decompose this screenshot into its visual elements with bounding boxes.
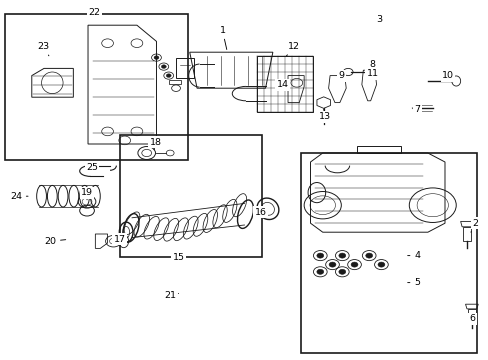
Text: 9: 9	[338, 71, 344, 80]
Text: 25: 25	[86, 163, 98, 172]
Text: 13: 13	[319, 109, 330, 121]
Bar	[462, 227, 470, 241]
Ellipse shape	[154, 56, 159, 59]
Text: 11: 11	[366, 69, 378, 78]
Text: 23: 23	[37, 42, 49, 56]
Text: 21: 21	[164, 291, 178, 300]
Text: 5: 5	[407, 278, 419, 287]
Text: 18: 18	[149, 138, 161, 150]
Text: 7: 7	[411, 105, 419, 114]
Ellipse shape	[377, 262, 384, 267]
Ellipse shape	[350, 262, 357, 267]
Text: 14: 14	[276, 80, 288, 89]
Text: 20: 20	[44, 237, 65, 246]
Text: 15: 15	[172, 253, 184, 262]
Ellipse shape	[316, 253, 323, 258]
Ellipse shape	[316, 269, 323, 274]
Text: 1: 1	[219, 26, 226, 49]
Text: 19: 19	[81, 188, 93, 200]
Text: 10: 10	[441, 71, 453, 80]
Text: 3: 3	[375, 15, 381, 24]
Bar	[168, 80, 181, 84]
Ellipse shape	[166, 74, 171, 77]
Bar	[176, 58, 193, 78]
Text: 22: 22	[88, 8, 100, 17]
Bar	[5, 14, 188, 160]
Text: 2: 2	[470, 219, 477, 232]
Text: 8: 8	[365, 60, 374, 72]
Bar	[467, 309, 475, 320]
Ellipse shape	[161, 65, 166, 68]
Ellipse shape	[328, 262, 335, 267]
Ellipse shape	[338, 253, 345, 258]
Bar	[300, 153, 476, 353]
Text: 16: 16	[254, 208, 266, 217]
Text: 4: 4	[407, 251, 419, 260]
Ellipse shape	[338, 269, 345, 274]
Bar	[120, 135, 261, 257]
Text: 17: 17	[114, 233, 125, 244]
Text: 6: 6	[469, 314, 475, 323]
Text: 24: 24	[10, 192, 28, 201]
Text: 12: 12	[286, 42, 300, 56]
Bar	[256, 56, 312, 112]
Ellipse shape	[365, 253, 372, 258]
